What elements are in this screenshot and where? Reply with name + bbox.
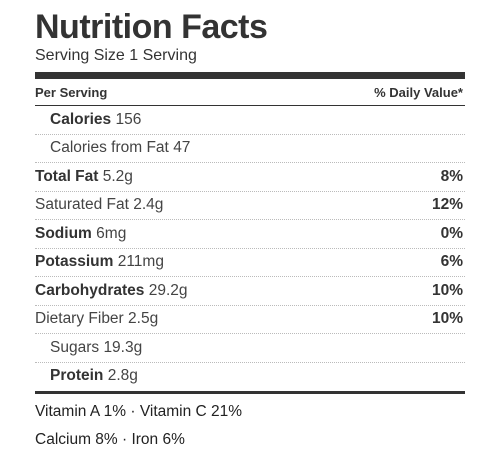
nutrient-amount: 29.2g — [148, 281, 188, 299]
label-title: Nutrition Facts — [35, 8, 268, 46]
nutrient-row-total-fat: Total Fat 5.2g 8% — [35, 163, 465, 192]
nutrient-amount: 5.2g — [102, 167, 133, 185]
table-header: Per Serving % Daily Value* — [35, 79, 465, 106]
nutrient-amount: 156 — [115, 110, 142, 128]
nutrient-dv: 10% — [431, 310, 463, 328]
thick-divider — [35, 72, 465, 79]
nutrient-dv: 12% — [431, 196, 463, 214]
header-per-serving: Per Serving — [35, 84, 108, 100]
nutrition-label: Nutrition Facts Serving Size 1 Serving P… — [35, 8, 465, 454]
minerals-line: Calcium 8% · Iron 6% — [35, 431, 185, 448]
nutrient-amount: 47 — [173, 139, 191, 157]
nutrient-name: Calories — [50, 110, 112, 128]
bottom-divider — [35, 391, 465, 394]
nutrient-dv: 0% — [440, 224, 463, 242]
nutrient-name: Dietary Fiber — [35, 310, 124, 328]
nutrient-dv: 6% — [440, 253, 463, 271]
nutrient-name: Carbohydrates — [35, 281, 145, 299]
nutrient-row-protein: Protein 2.8g — [35, 363, 465, 391]
nutrient-row-potassium: Potassium 211mg 6% — [35, 249, 465, 277]
nutrient-name: Protein — [50, 367, 104, 385]
nutrient-amount: 2.8g — [107, 367, 138, 385]
nutrient-name: Saturated Fat — [35, 196, 129, 214]
nutrient-amount: 6mg — [96, 224, 127, 242]
nutrient-rows: Calories 156 Calories from Fat 47 Total … — [35, 106, 465, 390]
nutrient-row-calories: Calories 156 — [35, 106, 465, 135]
header-daily-value: % Daily Value* — [374, 84, 463, 100]
nutrient-amount: 2.5g — [128, 310, 159, 328]
nutrient-dv: 8% — [440, 167, 463, 185]
vitamins-minerals: Vitamin A 1% · Vitamin C 21% Calcium 8% … — [35, 398, 465, 454]
nutrient-dv: 10% — [431, 281, 463, 299]
nutrient-row-dietary-fiber: Dietary Fiber 2.5g 10% — [35, 306, 465, 334]
nutrient-name: Sodium — [35, 224, 92, 242]
nutrient-row-sugars: Sugars 19.3g — [35, 334, 465, 363]
nutrient-name: Total Fat — [35, 167, 99, 185]
nutrient-amount: 2.4g — [133, 196, 164, 214]
nutrient-row-sodium: Sodium 6mg 0% — [35, 220, 465, 249]
nutrient-amount: 211mg — [117, 253, 164, 271]
nutrient-name: Potassium — [35, 253, 114, 271]
nutrient-row-calories-from-fat: Calories from Fat 47 — [35, 135, 465, 163]
nutrient-name: Sugars — [50, 338, 100, 356]
nutrient-name: Calories from Fat — [50, 139, 169, 157]
vitamins-line: Vitamin A 1% · Vitamin C 21% — [35, 403, 243, 420]
serving-size: Serving Size 1 Serving — [35, 47, 197, 64]
nutrient-row-saturated-fat: Saturated Fat 2.4g 12% — [35, 192, 465, 220]
nutrient-row-carbohydrates: Carbohydrates 29.2g 10% — [35, 277, 465, 306]
nutrient-amount: 19.3g — [103, 338, 143, 356]
